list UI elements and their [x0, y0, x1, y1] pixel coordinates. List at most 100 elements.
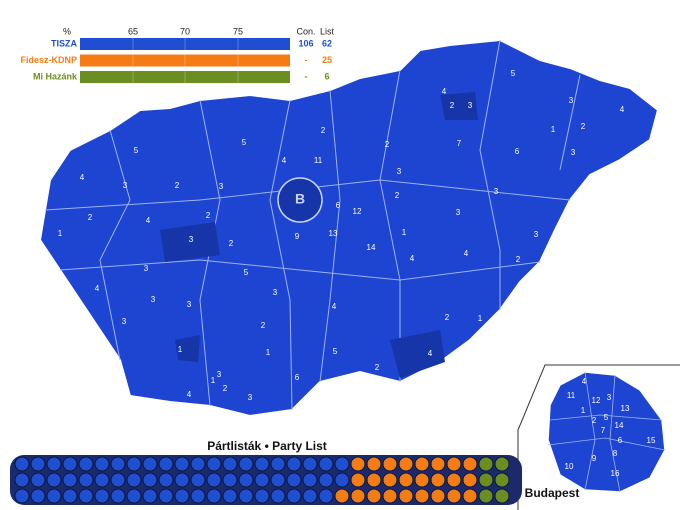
- seat: [46, 472, 62, 488]
- con-header: Con.: [296, 26, 315, 36]
- list-header: List: [320, 26, 335, 36]
- district-label: 4: [332, 302, 337, 311]
- seat: [206, 456, 222, 472]
- seat: [350, 456, 366, 472]
- district-label: 3: [494, 187, 499, 196]
- seat: [462, 456, 478, 472]
- district-label: 4: [80, 173, 85, 182]
- seat: [78, 488, 94, 504]
- seat: [110, 488, 126, 504]
- budapest-district-label: 16: [611, 469, 620, 478]
- district-label: 13: [329, 229, 338, 238]
- seat: [446, 456, 462, 472]
- seat: [254, 488, 270, 504]
- seat: [430, 456, 446, 472]
- budapest-district-label: 12: [592, 396, 601, 405]
- seat: [414, 488, 430, 504]
- list-value: 6: [324, 71, 329, 81]
- seat: [206, 488, 222, 504]
- legend: 65 70 75 TISZA 106 62 Fidesz-KDNP - 25 Mi Hazánk -…: [20, 26, 332, 83]
- district-label: 11: [314, 156, 323, 165]
- seat: [174, 488, 190, 504]
- district-label: 14: [367, 243, 376, 252]
- district-label: 3: [144, 264, 149, 273]
- seat: [446, 472, 462, 488]
- dark-districts: [160, 92, 478, 378]
- seat: [382, 472, 398, 488]
- seat: [366, 488, 382, 504]
- district-label: 3: [189, 235, 194, 244]
- seat: [206, 472, 222, 488]
- party-name: Mi Hazánk: [33, 71, 78, 81]
- seat: [478, 456, 494, 472]
- party-list-title: Pártlisták • Party List: [207, 439, 327, 453]
- budapest-district-label: 1: [581, 406, 586, 415]
- seat: [222, 488, 238, 504]
- district-label: 2: [445, 313, 450, 322]
- seat: [494, 456, 510, 472]
- district-label: 3: [569, 96, 574, 105]
- budapest-area: [277, 177, 323, 223]
- district-label: 4: [95, 284, 100, 293]
- district-label: 3: [273, 288, 278, 297]
- inset-borders: [547, 371, 666, 493]
- list-value: 62: [322, 38, 332, 48]
- district-label: 1: [266, 348, 271, 357]
- district-label: 1: [211, 376, 216, 385]
- district-label: 2: [223, 384, 228, 393]
- seat: [270, 456, 286, 472]
- tick-label: 75: [233, 26, 243, 36]
- district-label: 3: [397, 167, 402, 176]
- district-label: 4: [620, 105, 625, 114]
- district-label: 4: [410, 254, 415, 263]
- seat: [286, 472, 302, 488]
- district-label: 3: [122, 317, 127, 326]
- district-label: 4: [146, 216, 151, 225]
- seat: [190, 472, 206, 488]
- district-label: 2: [516, 255, 521, 264]
- seat: [334, 472, 350, 488]
- district-label: 1: [402, 228, 407, 237]
- district-label: 3: [217, 370, 222, 379]
- seat: [94, 472, 110, 488]
- seat: [94, 456, 110, 472]
- seat: [62, 472, 78, 488]
- seat: [270, 472, 286, 488]
- budapest-district-label: 11: [567, 391, 576, 400]
- seat: [222, 456, 238, 472]
- district-label: 6: [515, 147, 520, 156]
- district-label: 2: [206, 211, 211, 220]
- seat: [350, 488, 366, 504]
- seat: [78, 472, 94, 488]
- district-label: 2: [375, 363, 380, 372]
- district-label: 3: [456, 208, 461, 217]
- budapest-district-label: 5: [604, 413, 609, 422]
- district-label: 3: [571, 148, 576, 157]
- seat: [78, 456, 94, 472]
- seat: [190, 488, 206, 504]
- seat: [46, 488, 62, 504]
- seat: [414, 456, 430, 472]
- party-name: TISZA: [51, 38, 77, 48]
- district-label: 2: [261, 321, 266, 330]
- party-bar: [80, 54, 290, 67]
- seat: [94, 488, 110, 504]
- list-value: 25: [322, 55, 332, 65]
- district-label: 3: [89, 325, 94, 334]
- district-label: 3: [151, 295, 156, 304]
- seat: [142, 472, 158, 488]
- district-label: 2: [321, 126, 326, 135]
- district-label: 2: [88, 213, 93, 222]
- district-label: 5: [242, 138, 247, 147]
- seat: [398, 472, 414, 488]
- district-label: 4: [442, 87, 447, 96]
- district-label: 7: [457, 139, 462, 148]
- seat: [334, 456, 350, 472]
- seat: [62, 456, 78, 472]
- seat: [398, 456, 414, 472]
- party-bar: [80, 38, 290, 50]
- budapest-district-label: 10: [565, 462, 574, 471]
- seat: [46, 456, 62, 472]
- budapest-district-label: 15: [647, 436, 656, 445]
- seat: [318, 472, 334, 488]
